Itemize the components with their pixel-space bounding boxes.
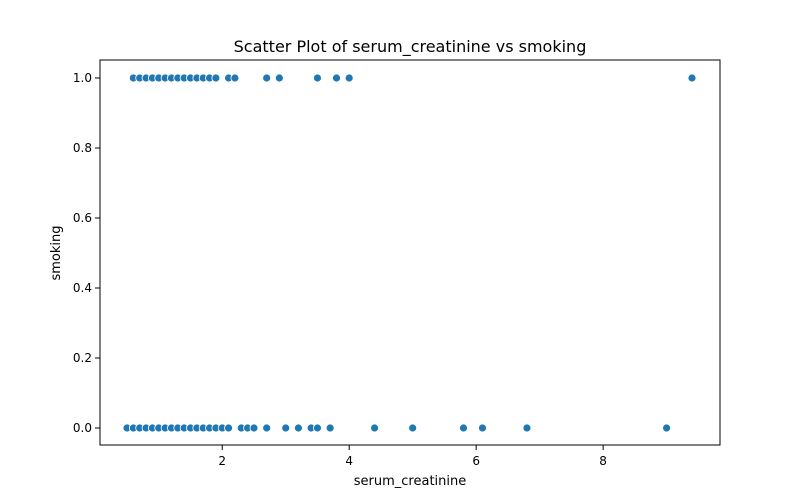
data-point <box>478 423 487 433</box>
y-tick-label: 0.8 <box>73 141 92 155</box>
x-tick-label: 6 <box>472 454 480 468</box>
data-point <box>408 423 418 433</box>
data-point <box>211 73 221 83</box>
y-tick-label: 0.6 <box>73 211 92 225</box>
data-point <box>459 423 468 433</box>
data-point <box>662 423 672 433</box>
data-point <box>370 423 379 433</box>
data-point <box>262 423 272 433</box>
data-points <box>122 73 697 433</box>
y-tick-label: 1.0 <box>73 71 92 85</box>
data-point <box>332 73 341 83</box>
data-point <box>687 73 697 83</box>
data-point <box>325 423 335 433</box>
x-tick-label: 8 <box>599 454 607 468</box>
data-point <box>344 73 354 83</box>
data-point <box>294 423 303 433</box>
y-axis-label: smoking <box>49 225 64 280</box>
y-tick-label: 0.4 <box>73 281 92 295</box>
data-point <box>274 73 284 83</box>
y-axis-ticks: 0.0 0.2 0.4 0.6 0.8 1.0 <box>73 71 100 435</box>
data-point <box>249 423 259 433</box>
y-tick-label: 0.2 <box>73 351 92 365</box>
data-point <box>522 423 532 433</box>
data-point <box>262 73 272 83</box>
data-point <box>230 73 240 83</box>
data-point <box>313 423 322 433</box>
x-tick-label: 4 <box>345 454 353 468</box>
data-point <box>281 423 291 433</box>
data-point <box>313 73 322 83</box>
plot-area-frame <box>99 59 721 446</box>
x-tick-label: 2 <box>218 454 226 468</box>
x-axis-ticks: 2 4 6 8 <box>218 445 607 468</box>
chart-title: Scatter Plot of serum_creatinine vs smok… <box>234 37 587 57</box>
data-point <box>224 423 233 433</box>
y-tick-label: 0.0 <box>73 421 92 435</box>
x-axis-label: serum_creatinine <box>354 474 467 489</box>
